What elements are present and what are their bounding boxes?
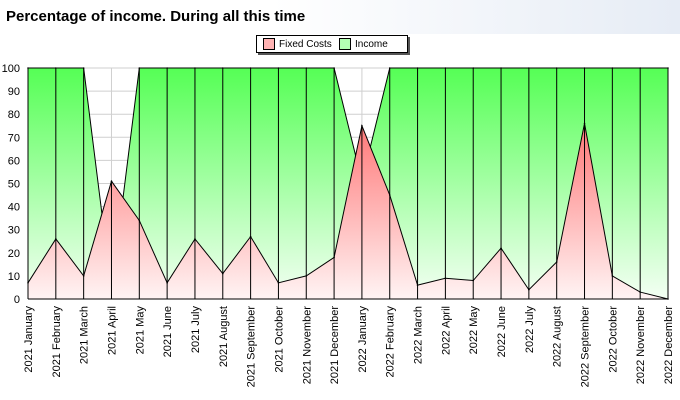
title-bar: Percentage of income. During all this ti… [0,0,680,34]
y-tick-label: 80 [8,109,20,121]
legend-item-fixed-costs: Fixed Costs [263,38,332,50]
x-tick-label: 2021 August [218,306,230,367]
x-tick-label: 2021 October [273,306,285,373]
fixed-costs-line [27,123,669,300]
x-tick-label: 2021 November [301,306,313,385]
income-area [28,68,668,299]
x-tick-label: 2022 October [607,306,619,373]
legend: Fixed Costs Income [256,35,408,53]
x-tick-label: 2022 June [496,306,508,357]
y-tick-label: 100 [2,63,20,75]
x-tick-label: 2022 December [663,306,675,385]
legend-swatch-income [339,38,351,50]
y-tick-label: 0 [14,294,20,306]
x-tick-label: 2021 June [162,306,174,357]
y-tick-label: 30 [8,225,20,237]
y-tick-label: 10 [8,271,20,283]
legend-label-income: Income [355,38,388,50]
legend-swatch-fixed-costs [263,38,275,50]
x-tick-label: 2022 April [440,306,452,355]
x-tick-label: 2021 February [51,306,63,378]
income-line [28,67,668,290]
x-tick-label: 2021 December [329,306,341,385]
chart-title: Percentage of income. During all this ti… [6,8,306,25]
x-tick-label: 2021 July [190,306,202,354]
y-tick-label: 90 [8,86,20,98]
y-tick-label: 40 [8,202,20,214]
x-tick-label: 2021 March [79,306,91,364]
income-area-layer [27,67,669,299]
x-tick-label: 2022 July [524,306,536,354]
x-tick-labels: 2021 January 2021 February 2021 March 2021 … [23,306,675,388]
x-tick-label: 2021 September [246,306,258,388]
axis-layer [27,68,668,300]
y-tick-label: 60 [8,155,20,167]
x-tick-label: 2021 April [106,306,118,355]
fixed-costs-area [28,123,668,299]
x-tick-label: 2022 August [552,306,564,367]
x-tick-label: 2022 September [580,306,592,388]
y-tick-label: 20 [8,248,20,260]
legend-label-fixed-costs: Fixed Costs [279,38,332,50]
legend-item-income: Income [339,38,388,50]
x-tick-label: 2022 February [385,306,397,378]
x-tick-label: 2021 January [23,306,35,373]
x-tick-label: 2022 May [468,306,480,355]
x-tick-label: 2021 May [134,306,146,355]
y-tick-label: 70 [8,132,20,144]
x-tick-label: 2022 January [357,306,369,373]
y-tick-label: 50 [8,179,20,191]
x-tick-label: 2022 November [635,306,647,385]
x-tick-label: 2022 March [413,306,425,364]
y-tick-labels: 0 10 20 30 40 50 60 70 80 90 100 [2,63,20,306]
